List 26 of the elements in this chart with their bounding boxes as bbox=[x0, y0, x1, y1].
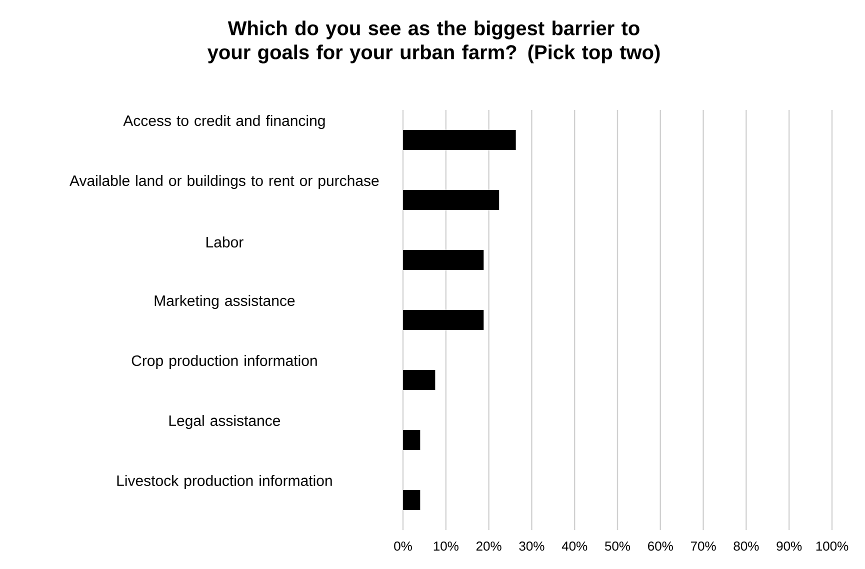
bar bbox=[403, 190, 500, 210]
x-tick-label: 20% bbox=[476, 542, 502, 551]
chart-title: Which do you see as the biggest barrier to your goals for your urban farm? (Pick top two) bbox=[207, 20, 660, 64]
x-tick-label: 40% bbox=[562, 542, 588, 551]
x-tick-label: 70% bbox=[690, 542, 716, 551]
y-tick-label: Livestock production information bbox=[117, 475, 332, 489]
x-tick-label: 10% bbox=[434, 542, 458, 551]
x-tick-label: 30% bbox=[519, 542, 544, 551]
x-tick-label: 0% bbox=[394, 542, 412, 551]
bar bbox=[403, 430, 420, 450]
y-tick-label: Available land or buildings to rent or purchase bbox=[70, 175, 379, 189]
y-tick-label: Legal assistance bbox=[169, 415, 280, 429]
bar bbox=[403, 370, 436, 390]
bar bbox=[403, 130, 516, 150]
y-tick-label: Labor bbox=[206, 236, 244, 248]
x-tick-label: 50% bbox=[605, 542, 630, 551]
x-tick-label: 100% bbox=[816, 542, 848, 551]
x-tick-label: 60% bbox=[648, 542, 673, 551]
bar bbox=[403, 250, 484, 270]
x-tick-label: 80% bbox=[734, 542, 759, 551]
x-tick-label: 90% bbox=[776, 542, 802, 551]
bar bbox=[403, 310, 484, 330]
bar bbox=[403, 490, 420, 510]
y-tick-label: Access to credit and financing bbox=[123, 115, 325, 129]
y-tick-label: Crop production information bbox=[132, 355, 317, 369]
y-tick-label: Marketing assistance bbox=[154, 295, 295, 309]
